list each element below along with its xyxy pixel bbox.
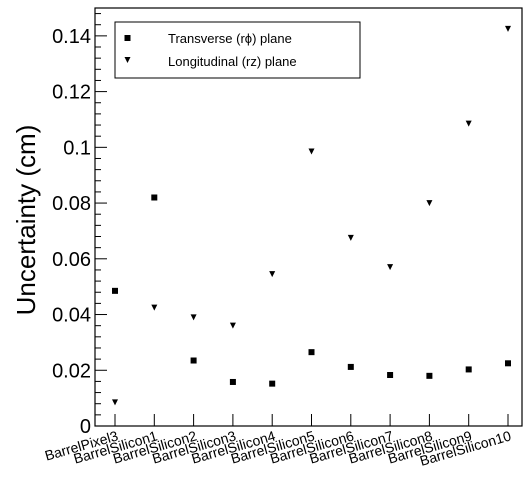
transverse-point xyxy=(347,363,354,370)
legend-label-longitudinal: Longitudinal (rz) plane xyxy=(168,54,297,69)
y-tick-label: 0 xyxy=(80,416,91,438)
y-axis-title: Uncertainty (cm) xyxy=(11,125,41,316)
transverse-point xyxy=(151,194,158,201)
longitudinal-point xyxy=(426,200,433,207)
longitudinal-point xyxy=(387,264,394,271)
longitudinal-point xyxy=(347,234,354,241)
longitudinal-point xyxy=(465,120,472,127)
longitudinal-point xyxy=(229,322,236,329)
transverse-point xyxy=(190,357,197,364)
longitudinal-point xyxy=(505,25,511,32)
y-tick-label: 0.14 xyxy=(52,26,91,48)
legend-marker-longitudinal xyxy=(124,57,131,63)
longitudinal-point xyxy=(151,304,158,311)
transverse-point xyxy=(387,372,394,379)
legend: Transverse (rϕ) plane Longitudinal (rz) … xyxy=(114,21,361,79)
y-tick-label: 0.08 xyxy=(52,193,91,215)
longitudinal-point xyxy=(112,399,118,406)
transverse-point xyxy=(465,366,472,373)
transverse-point xyxy=(269,380,276,387)
y-tick-label: 0.04 xyxy=(52,305,91,327)
transverse-point xyxy=(426,372,433,379)
y-axis-ticks: 0 0.02 0.04 0.06 0.08 0.1 0.12 0.14 xyxy=(52,13,107,438)
transverse-point xyxy=(505,360,511,367)
legend-label-transverse: Transverse (rϕ) plane xyxy=(168,31,292,46)
data-points xyxy=(112,25,511,406)
y-tick-label: 0.1 xyxy=(63,137,91,159)
transverse-point xyxy=(229,378,236,385)
y-tick-label: 0.06 xyxy=(52,249,91,271)
longitudinal-point xyxy=(308,148,315,155)
longitudinal-point xyxy=(190,314,197,321)
y-tick-label: 0.12 xyxy=(52,82,91,104)
legend-marker-transverse xyxy=(124,35,131,41)
transverse-point xyxy=(308,349,315,356)
transverse-point xyxy=(112,287,118,294)
x-axis-ticks: BarrelPixel3BarrelSilicon1BarrelSilicon2… xyxy=(43,414,513,469)
plot-frame xyxy=(94,7,523,427)
legend-box xyxy=(114,21,361,79)
longitudinal-point xyxy=(269,271,276,278)
y-tick-label: 0.02 xyxy=(52,360,91,382)
